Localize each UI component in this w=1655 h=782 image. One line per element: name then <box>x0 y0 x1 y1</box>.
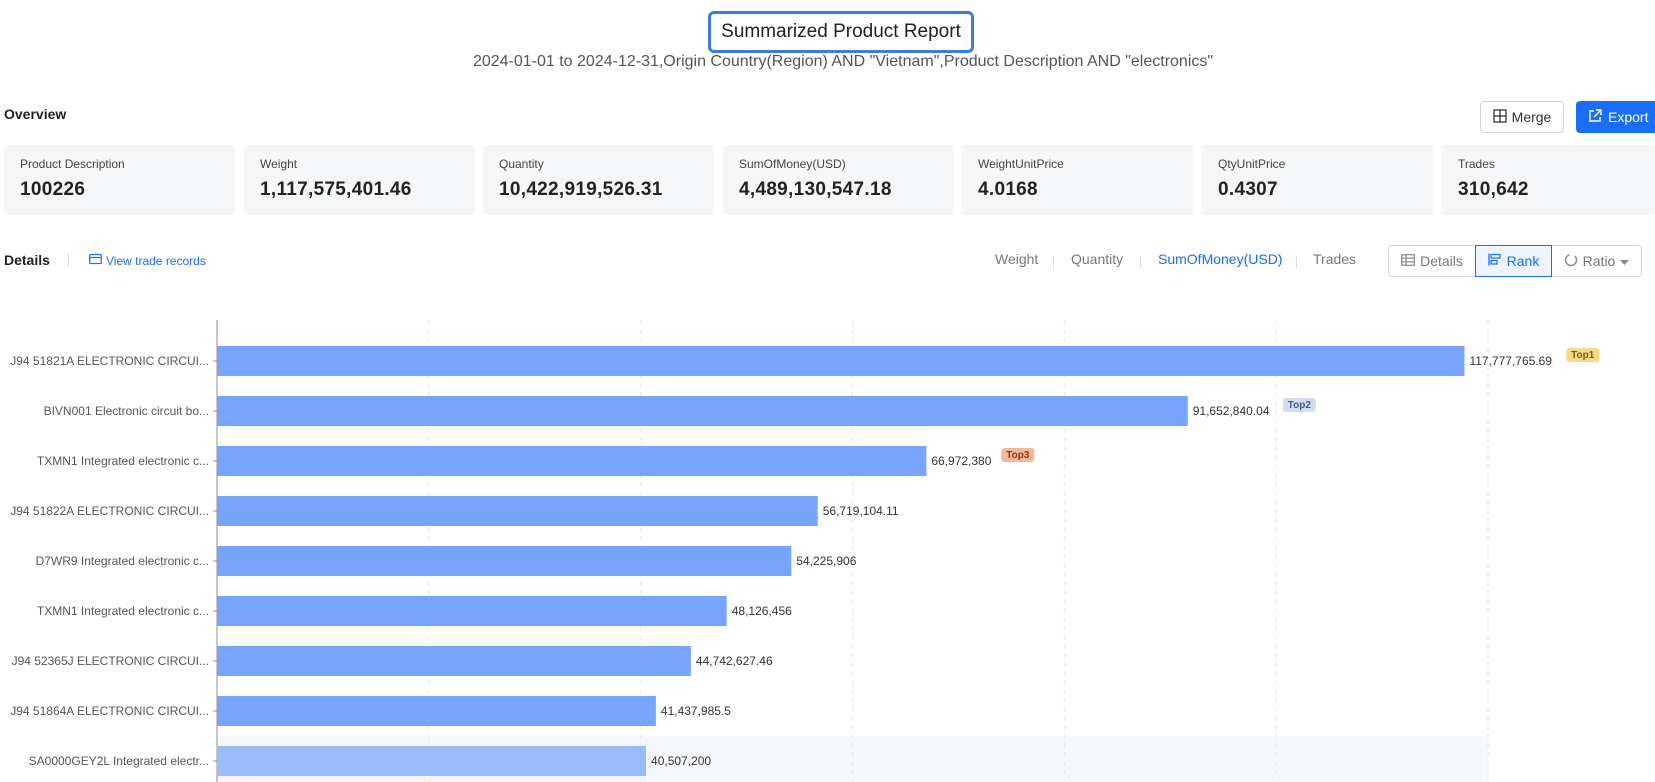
rank-badge <box>1282 398 1316 412</box>
category-label: TXMN1 Integrated electronic c... <box>37 604 209 618</box>
tab-trades[interactable]: Trades <box>1313 251 1357 267</box>
value-label: 41,437,985.5 <box>661 704 731 718</box>
category-label: BIVN001 Electronic circuit bo... <box>44 404 209 418</box>
stat-card-trades: Trades 310,642 <box>1442 145 1655 215</box>
divider <box>68 253 69 267</box>
value-label: 44,742,627.46 <box>696 654 773 668</box>
tab-sum-of-money[interactable]: SumOfMoney(USD) <box>1158 251 1283 267</box>
chevron-down-icon <box>1620 253 1630 269</box>
tab-weight[interactable]: Weight <box>995 251 1039 267</box>
bar <box>217 346 1465 376</box>
value-label: 54,225,906 <box>796 554 856 568</box>
stat-label: Quantity <box>499 157 544 171</box>
merge-button[interactable]: Merge <box>1480 101 1564 133</box>
bar <box>217 396 1188 426</box>
ratio-icon <box>1564 253 1578 270</box>
trade-records-icon <box>89 253 102 268</box>
stat-value: 310,642 <box>1458 179 1529 200</box>
divider <box>1053 256 1054 268</box>
stat-card-quantity: Quantity 10,422,919,526.31 <box>483 145 714 215</box>
stat-card-weight-unit-price: WeightUnitPrice 4.0168 <box>962 145 1193 215</box>
rank-badge <box>1001 448 1035 462</box>
rank-icon <box>1488 253 1502 269</box>
stat-label: WeightUnitPrice <box>978 157 1064 171</box>
category-label: J94 52365J ELECTRONIC CIRCUI... <box>12 654 209 668</box>
category-label: J94 51864A ELECTRONIC CIRCUI... <box>10 704 209 718</box>
stat-value: 4.0168 <box>978 179 1038 200</box>
stat-card-product-description: Product Description 100226 <box>4 145 235 215</box>
report-subtitle: 2024-01-01 to 2024-12-31,Origin Country(… <box>472 53 1214 70</box>
stat-value: 1,117,575,401.46 <box>260 179 412 200</box>
value-label: 117,777,765.69 <box>1469 354 1552 368</box>
category-label: J94 51822A ELECTRONIC CIRCUI... <box>10 504 209 518</box>
bar <box>217 746 647 776</box>
report-title: Summarized Product Report <box>708 11 974 53</box>
stat-value: 10,422,919,526.31 <box>499 179 663 200</box>
tab-quantity[interactable]: Quantity <box>1071 251 1124 267</box>
export-icon <box>1588 108 1602 126</box>
bar <box>217 496 818 526</box>
value-label: 40,507,200 <box>651 754 711 768</box>
category-label: SA0000GEY2L Integrated electr... <box>29 754 209 768</box>
rank-badge-label: Top2 <box>1288 400 1312 411</box>
export-button[interactable]: Export <box>1576 101 1655 133</box>
view-trade-records-label: View trade records <box>106 253 206 268</box>
stat-value: 100226 <box>20 179 86 200</box>
stat-card-sum-of-money: SumOfMoney(USD) 4,489,130,547.18 <box>723 145 954 215</box>
view-toggle: Details Rank Ratio <box>1388 245 1642 277</box>
details-view-label: Details <box>1420 253 1463 269</box>
export-label: Export <box>1608 109 1649 125</box>
category-label: J94 51821A ELECTRONIC CIRCUI... <box>10 354 209 368</box>
stat-label: Product Description <box>20 157 125 171</box>
bar <box>217 546 792 576</box>
bar <box>217 446 927 476</box>
bar <box>217 646 691 676</box>
stat-label: QtyUnitPrice <box>1218 157 1286 171</box>
value-label: 66,972,380 <box>931 454 991 468</box>
stat-value: 4,489,130,547.18 <box>739 179 892 200</box>
stat-label: SumOfMoney(USD) <box>739 157 846 171</box>
stat-card-qty-unit-price: QtyUnitPrice 0.4307 <box>1202 145 1433 215</box>
ratio-view-label: Ratio <box>1582 253 1616 269</box>
stat-value: 0.4307 <box>1218 179 1278 200</box>
details-heading: Details <box>4 252 50 268</box>
stat-label: Trades <box>1458 157 1495 171</box>
value-label: 91,652,840.04 <box>1193 404 1270 418</box>
rank-badge-label: Top1 <box>1571 350 1595 361</box>
ratio-view-button[interactable]: Ratio <box>1552 246 1641 276</box>
value-label: 48,126,456 <box>732 604 792 618</box>
merge-label: Merge <box>1511 109 1552 125</box>
divider <box>1296 256 1297 268</box>
divider <box>1140 256 1141 268</box>
rank-badge-label: Top3 <box>1006 450 1030 461</box>
stat-card-weight: Weight 1,117,575,401.46 <box>244 145 475 215</box>
rank-view-label: Rank <box>1506 253 1540 269</box>
value-label: 56,719,104.11 <box>823 504 899 518</box>
view-trade-records-link[interactable]: View trade records <box>89 253 206 268</box>
rank-view-button[interactable]: Rank <box>1475 245 1552 277</box>
overview-heading: Overview <box>4 106 67 122</box>
rank-badge <box>1566 348 1600 362</box>
category-label: D7WR9 Integrated electronic c... <box>36 554 209 568</box>
bar <box>217 596 727 626</box>
rank-bar-chart: J94 51821A ELECTRONIC CIRCUI... 117,777,7… <box>10 320 1600 782</box>
merge-icon <box>1493 108 1507 126</box>
bar <box>217 696 656 726</box>
details-view-button[interactable]: Details <box>1389 246 1475 276</box>
stat-label: Weight <box>260 157 298 171</box>
table-icon <box>1401 253 1415 269</box>
category-label: TXMN1 Integrated electronic c... <box>37 454 209 468</box>
